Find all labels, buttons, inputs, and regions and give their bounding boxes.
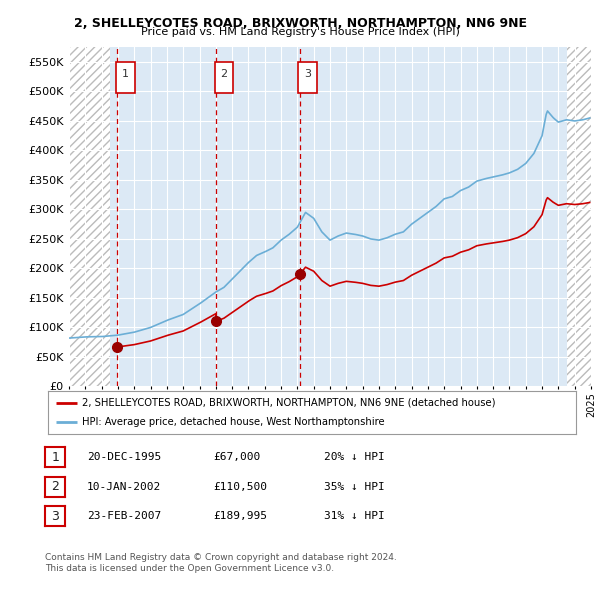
Text: 23-FEB-2007: 23-FEB-2007: [87, 512, 161, 521]
Text: £67,000: £67,000: [213, 453, 260, 462]
Text: 2, SHELLEYCOTES ROAD, BRIXWORTH, NORTHAMPTON, NN6 9NE (detached house): 2, SHELLEYCOTES ROAD, BRIXWORTH, NORTHAM…: [82, 398, 496, 408]
Text: 2: 2: [51, 480, 59, 493]
Text: 2, SHELLEYCOTES ROAD, BRIXWORTH, NORTHAMPTON, NN6 9NE: 2, SHELLEYCOTES ROAD, BRIXWORTH, NORTHAM…: [74, 17, 527, 30]
Text: 31% ↓ HPI: 31% ↓ HPI: [324, 512, 385, 521]
FancyBboxPatch shape: [116, 63, 134, 93]
Text: HPI: Average price, detached house, West Northamptonshire: HPI: Average price, detached house, West…: [82, 417, 385, 427]
Text: This data is licensed under the Open Government Licence v3.0.: This data is licensed under the Open Gov…: [45, 564, 334, 573]
Text: 35% ↓ HPI: 35% ↓ HPI: [324, 482, 385, 491]
Text: Contains HM Land Registry data © Crown copyright and database right 2024.: Contains HM Land Registry data © Crown c…: [45, 553, 397, 562]
Text: 2: 2: [221, 70, 227, 79]
Bar: [566, 47, 599, 386]
Text: £189,995: £189,995: [213, 512, 267, 521]
Text: 10-JAN-2002: 10-JAN-2002: [87, 482, 161, 491]
Text: 3: 3: [304, 70, 311, 79]
Text: 3: 3: [51, 510, 59, 523]
FancyBboxPatch shape: [298, 63, 317, 93]
Text: Price paid vs. HM Land Registry's House Price Index (HPI): Price paid vs. HM Land Registry's House …: [140, 27, 460, 37]
Text: 1: 1: [51, 451, 59, 464]
FancyBboxPatch shape: [215, 63, 233, 93]
Text: £110,500: £110,500: [213, 482, 267, 491]
Text: 20-DEC-1995: 20-DEC-1995: [87, 453, 161, 462]
Text: 20% ↓ HPI: 20% ↓ HPI: [324, 453, 385, 462]
Bar: [69, 47, 110, 386]
Text: 1: 1: [122, 70, 129, 79]
